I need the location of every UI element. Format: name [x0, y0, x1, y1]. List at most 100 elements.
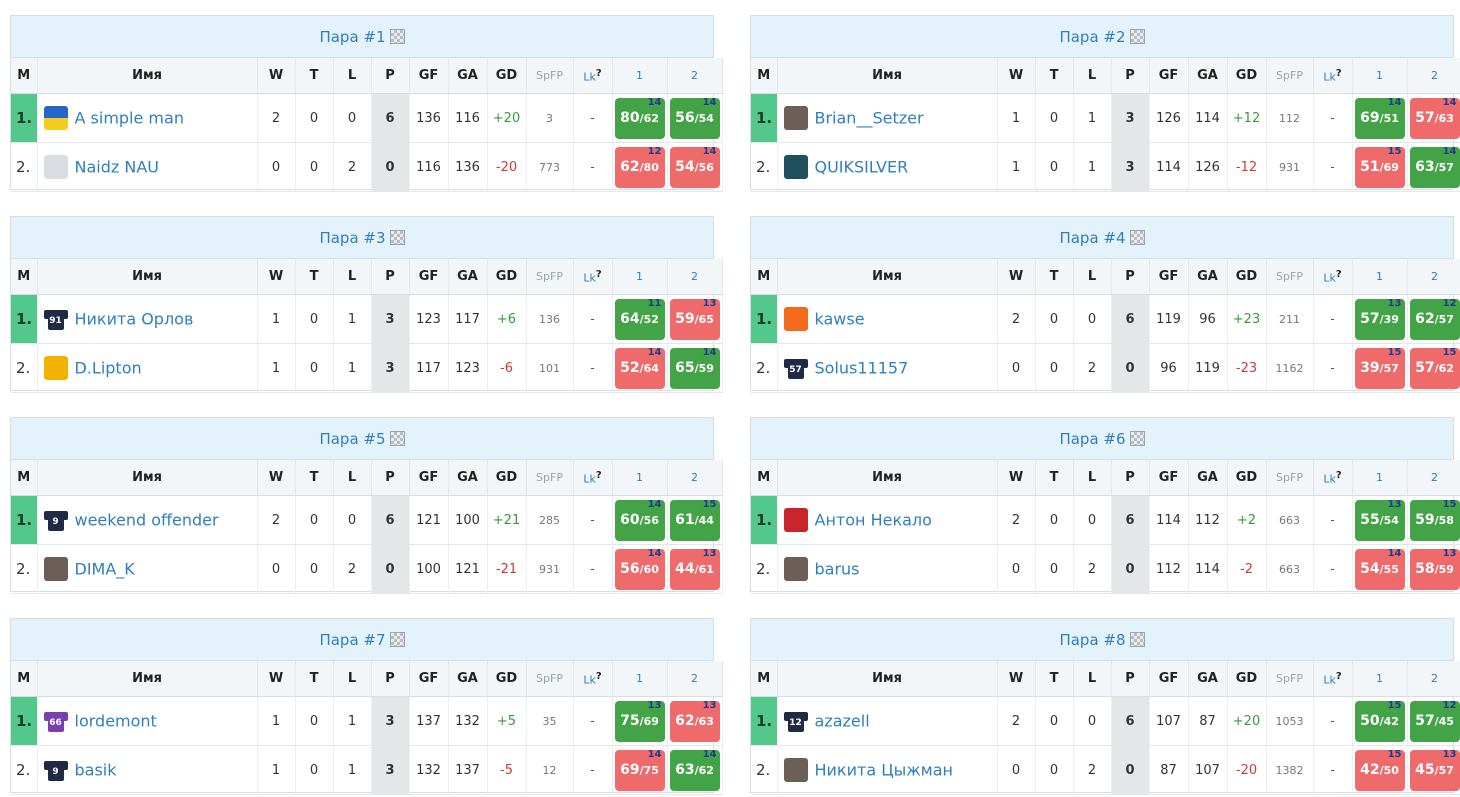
pair-title-link[interactable]: Пара #5 [319, 429, 386, 448]
pair-title-link[interactable]: Пара #1 [319, 27, 386, 46]
game-2-cell: 44/61 13 [667, 544, 723, 594]
player-name-link[interactable]: DIMA_K [74, 559, 135, 579]
game-result-badge[interactable]: 65/59 14 [669, 347, 720, 389]
game-result-badge[interactable]: 58/59 13 [1409, 548, 1460, 590]
jersey-number: 9 [52, 767, 59, 777]
player-name-link[interactable]: Brian__Setzer [814, 108, 924, 128]
table-toggle-icon[interactable] [389, 29, 405, 44]
col-header-p: P [371, 58, 410, 94]
pair-title-link[interactable]: Пара #4 [1059, 228, 1126, 247]
table-toggle-icon[interactable] [1129, 29, 1145, 44]
lk-help-icon[interactable]: ? [1335, 670, 1342, 682]
pair-title-link[interactable]: Пара #3 [319, 228, 386, 247]
player-name-link[interactable]: QUIKSILVER [814, 157, 909, 177]
game-result-badge[interactable]: 62/63 13 [669, 700, 720, 742]
score-own: 50 [1360, 712, 1380, 729]
game-result-badge[interactable]: 62/57 12 [1409, 298, 1460, 340]
table-toggle-icon[interactable] [1129, 230, 1145, 245]
player-cell: D.Lipton [37, 343, 258, 393]
col-header-name: Имя [777, 259, 998, 295]
lk-help-icon[interactable]: ? [1335, 469, 1342, 481]
game-result-badge[interactable]: 57/45 12 [1409, 700, 1460, 742]
player-name-link[interactable]: Naidz NAU [74, 157, 159, 177]
lk-help-icon[interactable]: ? [1335, 67, 1342, 79]
game-result-badge[interactable]: 60/56 14 [614, 499, 665, 541]
goals-against-cell: 116 [448, 93, 488, 143]
position-cell: 2. [751, 745, 778, 795]
game-result-badge[interactable]: 44/61 13 [669, 548, 720, 590]
pair-title: Пара #5 [11, 418, 713, 460]
table-toggle-icon[interactable] [1129, 632, 1145, 647]
spfp-cell: 1382 [1266, 745, 1314, 795]
player-name-link[interactable]: weekend offender [74, 510, 219, 530]
lk-help-icon[interactable]: ? [1335, 268, 1342, 280]
game-result-badge[interactable]: 54/55 14 [1354, 548, 1405, 590]
col-header-ga: GA [448, 460, 488, 496]
game-result-badge[interactable]: 69/51 14 [1354, 97, 1405, 139]
pair-title-link[interactable]: Пара #7 [319, 630, 386, 649]
player-name-link[interactable]: lordemont [74, 711, 157, 731]
col-header-ga: GA [1188, 58, 1228, 94]
game-result-badge[interactable]: 80/62 14 [614, 97, 665, 139]
game-result-badge[interactable]: 64/52 11 [614, 298, 665, 340]
game-result-badge[interactable]: 59/65 13 [669, 298, 720, 340]
player-name-link[interactable]: Никита Орлов [74, 309, 194, 329]
game-result-badge[interactable]: 51/69 15 [1354, 146, 1405, 188]
game-result-badge[interactable]: 57/39 13 [1354, 298, 1405, 340]
player-name-link[interactable]: barus [814, 559, 860, 579]
game-result-badge[interactable]: 57/62 15 [1409, 347, 1460, 389]
lk-cell: - [1313, 142, 1353, 192]
game-number: 14 [647, 748, 662, 760]
game-number: 14 [647, 547, 662, 559]
player-name-link[interactable]: A simple man [74, 108, 184, 128]
score-opponent: 42 [1383, 714, 1399, 728]
player-name-link[interactable]: Никита Цыжман [814, 760, 954, 780]
game-result-badge[interactable]: 59/58 15 [1409, 499, 1460, 541]
goals-against-cell: 96 [1188, 294, 1228, 344]
pair-title-link[interactable]: Пара #2 [1059, 27, 1126, 46]
game-result-badge[interactable]: 50/42 15 [1354, 700, 1405, 742]
player-name-link[interactable]: Solus11157 [814, 358, 909, 378]
table-toggle-icon[interactable] [389, 632, 405, 647]
lk-help-icon[interactable]: ? [595, 469, 602, 481]
col-header-t: T [295, 460, 334, 496]
position-cell: 1. [11, 294, 38, 344]
col-header-t: T [295, 661, 334, 697]
game-result-badge[interactable]: 63/62 14 [669, 749, 720, 791]
pair-title-link[interactable]: Пара #8 [1059, 630, 1126, 649]
game-result-badge[interactable]: 45/57 13 [1409, 749, 1460, 791]
game-result-badge[interactable]: 62/80 12 [614, 146, 665, 188]
player-name-link[interactable]: kawse [814, 309, 865, 329]
game-result-badge[interactable]: 56/54 14 [669, 97, 720, 139]
col-header-gd: GD [487, 661, 527, 697]
score-own: 52 [620, 359, 640, 376]
player-name-link[interactable]: azazell [814, 711, 870, 731]
game-result-badge[interactable]: 54/56 14 [669, 146, 720, 188]
lk-help-icon[interactable]: ? [595, 268, 602, 280]
player-name-link[interactable]: Антон Некало [814, 510, 932, 530]
game-result-badge[interactable]: 69/75 14 [614, 748, 665, 791]
lk-help-icon[interactable]: ? [595, 670, 602, 682]
game-result-badge[interactable]: 57/63 14 [1409, 97, 1460, 139]
game-result-badge[interactable]: 61/44 15 [669, 499, 720, 541]
game-result-badge[interactable]: 55/54 13 [1354, 499, 1405, 541]
table-toggle-icon[interactable] [389, 230, 405, 245]
player-name-link[interactable]: basik [74, 760, 117, 780]
goal-diff-cell: -21 [487, 544, 527, 594]
lk-help-icon[interactable]: ? [595, 67, 602, 79]
pair-title-link[interactable]: Пара #6 [1059, 429, 1126, 448]
game-result-badge[interactable]: 63/57 14 [1409, 146, 1460, 188]
points-cell: 3 [1111, 142, 1150, 192]
game-result-badge[interactable]: 39/57 15 [1354, 347, 1405, 389]
table-toggle-icon[interactable] [389, 431, 405, 446]
game-result-badge[interactable]: 75/69 13 [614, 700, 665, 742]
points-cell: 0 [371, 142, 410, 192]
game-result-badge[interactable]: 56/60 14 [614, 547, 665, 590]
game-result-badge[interactable]: 42/50 15 [1354, 749, 1405, 791]
game-result-badge[interactable]: 52/64 14 [614, 347, 665, 389]
player-name-link[interactable]: D.Lipton [74, 358, 142, 378]
standings-table: M Имя W T L P GF GA GD SpFP Lk? 1 2 1. A simple man 2 0 0… [11, 58, 723, 192]
table-toggle-icon[interactable] [1129, 431, 1145, 446]
col-header-spfp: SpFP [1266, 460, 1314, 496]
points-cell: 6 [1111, 696, 1150, 746]
